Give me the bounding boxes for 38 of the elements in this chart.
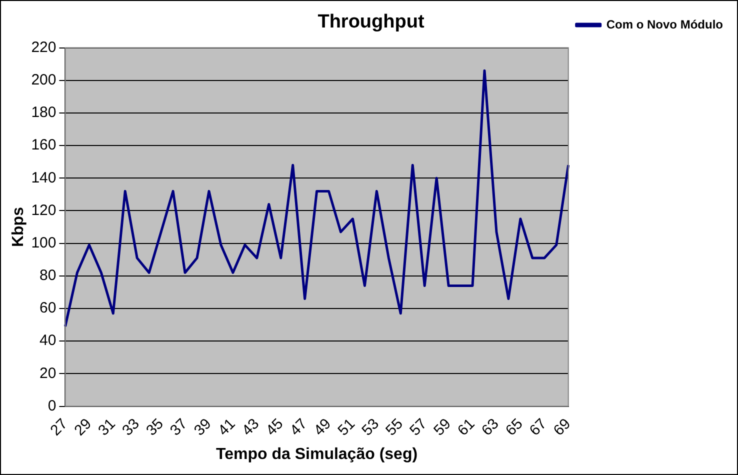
y-tick-label: 200 xyxy=(31,72,56,89)
y-tick-label: 20 xyxy=(40,364,56,382)
x-tick-label: 67 xyxy=(526,415,550,440)
y-axis-title: Kbps xyxy=(10,206,28,248)
x-tick-label: 61 xyxy=(454,415,478,440)
x-tick-label: 59 xyxy=(430,415,454,440)
x-tick-label: 49 xyxy=(310,415,335,440)
y-tick-label: 40 xyxy=(40,332,56,350)
x-tick-label: 41 xyxy=(214,415,239,440)
x-tick-label: 55 xyxy=(382,415,406,440)
x-tick-label: 47 xyxy=(286,415,311,440)
x-tick-label: 53 xyxy=(358,415,382,440)
x-tick-label: 39 xyxy=(190,415,215,440)
y-tick-label: 0 xyxy=(48,397,56,414)
x-tick-label: 57 xyxy=(406,415,430,440)
y-tick-label: 220 xyxy=(31,38,56,56)
x-tick-label: 69 xyxy=(550,415,574,440)
x-tick-label: 63 xyxy=(478,415,502,440)
x-tick-label: 35 xyxy=(142,415,167,440)
x-tick-label: 51 xyxy=(334,415,358,440)
y-tick-label: 140 xyxy=(31,169,56,186)
x-tick-label: 27 xyxy=(47,415,71,440)
x-tick-label: 45 xyxy=(262,415,287,440)
y-tick-label: 180 xyxy=(31,104,56,122)
chart-title: Throughput xyxy=(318,12,425,33)
x-tick-label: 33 xyxy=(119,415,143,440)
x-axis-title: Tempo da Simulação (seg) xyxy=(216,446,418,463)
x-tick-label: 29 xyxy=(71,415,95,440)
y-tick-label: 160 xyxy=(31,136,56,154)
x-tick-label: 37 xyxy=(166,415,191,440)
y-tick-label: 120 xyxy=(31,202,56,219)
x-tick-label: 43 xyxy=(238,415,263,440)
y-tick-label: 80 xyxy=(40,267,56,284)
x-tick-label: 65 xyxy=(502,415,526,440)
y-tick-label: 100 xyxy=(31,234,56,252)
legend-label: Com o Novo Módulo xyxy=(606,17,724,32)
y-tick-label: 60 xyxy=(40,300,56,317)
x-tick-label: 31 xyxy=(95,415,119,440)
